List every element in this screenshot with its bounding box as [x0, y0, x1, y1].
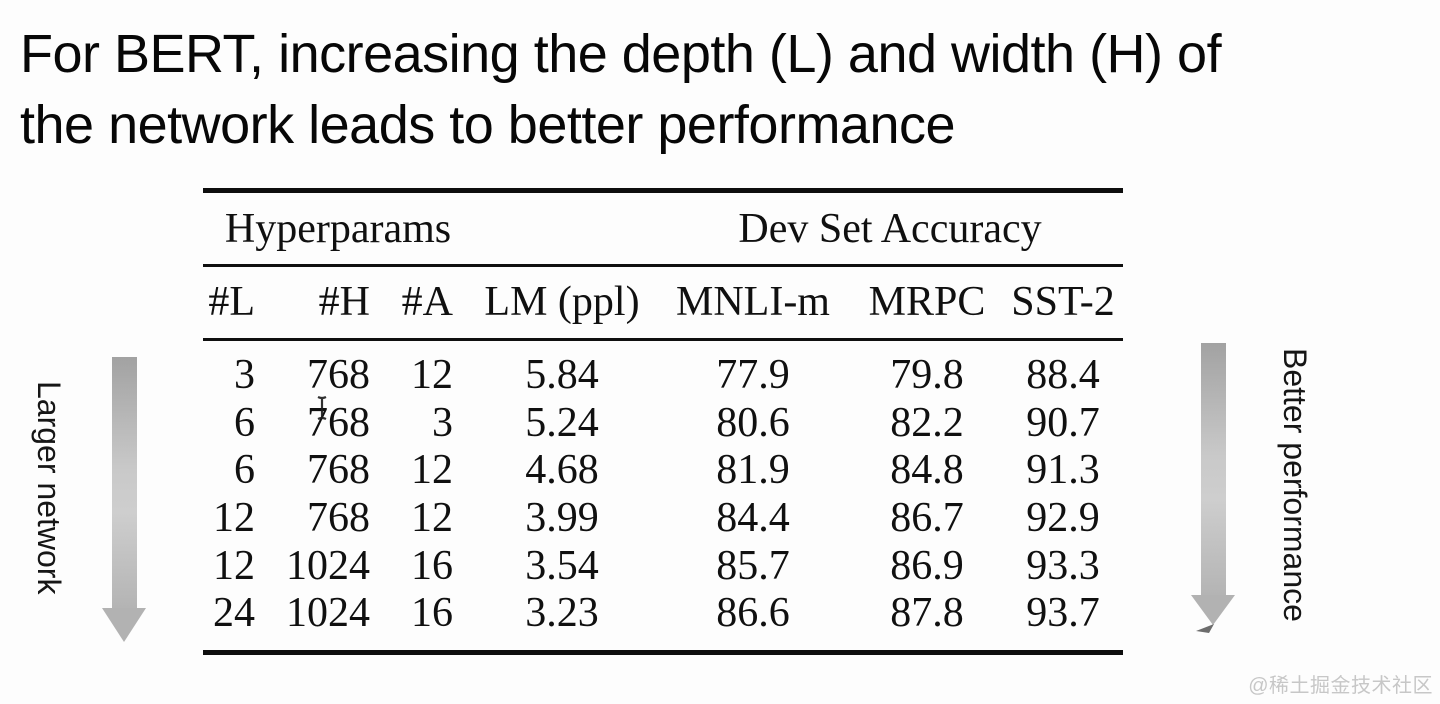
- table-cell: 86.9: [890, 542, 964, 589]
- table-row: 12 1024 16 3.54 85.7 86.9 93.3: [203, 543, 1123, 591]
- table-header-row: #L #H #A LM (ppl) MNLI-m MRPC SST-2: [203, 267, 1123, 341]
- group-header-hyperparams: Hyperparams: [224, 205, 452, 252]
- table-group-header-row: Hyperparams Dev Set Accuracy: [203, 193, 1123, 267]
- table-cell: 85.7: [716, 542, 790, 589]
- larger-network-arrow-shaft: [112, 357, 137, 608]
- table-row: 12 768 12 3.99 84.4 86.7 92.9: [203, 495, 1123, 543]
- column-header: MNLI-m: [676, 279, 830, 325]
- table-cell: 3.99: [525, 495, 599, 542]
- table-cell: 84.8: [890, 447, 964, 494]
- table-cell: 5.84: [525, 352, 599, 398]
- table-cell: 81.9: [716, 447, 790, 494]
- table-row: 6 768 12 4.68 81.9 84.8 91.3: [203, 447, 1123, 495]
- better-performance-arrow-head: [1191, 595, 1235, 625]
- column-header: LM (ppl): [484, 279, 640, 325]
- table-cell: 88.4: [1026, 352, 1100, 398]
- table-row: 24 1024 16 3.23 86.6 87.8 93.7: [203, 590, 1123, 638]
- table-cell: 12: [411, 495, 453, 542]
- column-header: #L: [208, 279, 255, 325]
- table-cell: 12: [411, 352, 453, 398]
- table-cell: 12: [213, 542, 255, 589]
- title-line-1: For BERT, increasing the depth (L) and w…: [20, 24, 1222, 84]
- table-cell: 768: [307, 399, 370, 446]
- bert-results-table: Hyperparams Dev Set Accuracy #L #H #A LM (p…: [203, 188, 1123, 655]
- table-body: 3 768 12 5.84 77.9 79.8 88.4 6 768 3 5.24 80.6 82.2 9…: [203, 341, 1123, 650]
- table-cell: 4.68: [525, 447, 599, 494]
- table-cell: 768: [307, 447, 370, 494]
- table-cell: 80.6: [716, 399, 790, 446]
- table-row: 3 768 12 5.84 77.9 79.8 88.4: [203, 352, 1123, 400]
- table-cell: 86.6: [716, 590, 790, 637]
- table-cell: 3.54: [525, 542, 599, 589]
- table-cell: 90.7: [1026, 399, 1100, 446]
- table-cell: 92.9: [1026, 495, 1100, 542]
- larger-network-arrow-head: [102, 608, 146, 642]
- slide-title: For BERT, increasing the depth (L) and w…: [20, 19, 1222, 161]
- table-cell: 12: [411, 447, 453, 494]
- table-cell: 16: [411, 590, 453, 637]
- larger-network-label: Larger network: [31, 381, 67, 595]
- table-cell: 93.3: [1026, 542, 1100, 589]
- column-header: #A: [401, 279, 453, 325]
- table-cell: 1024: [286, 590, 370, 637]
- table-cell: 84.4: [716, 495, 790, 542]
- text-cursor-icon: [315, 395, 329, 426]
- table-cell: 3.23: [525, 590, 599, 637]
- table-cell: 6: [234, 447, 255, 494]
- column-header: #H: [318, 279, 370, 325]
- column-header: MRPC: [868, 279, 986, 325]
- better-performance-arrow-shaft: [1201, 343, 1226, 595]
- table-cell: 82.2: [890, 399, 964, 446]
- table-cell: 3: [234, 352, 255, 398]
- title-line-2: the network leads to better performance: [20, 95, 956, 155]
- table-cell: 6: [234, 399, 255, 446]
- table-cell: 93.7: [1026, 590, 1100, 637]
- better-performance-label: Better performance: [1277, 348, 1313, 622]
- table-cell: 12: [213, 495, 255, 542]
- table-row: 6 768 3 5.24 80.6 82.2 90.7: [203, 400, 1123, 448]
- table-cell: 79.8: [890, 352, 964, 398]
- group-header-dev-set-accuracy: Dev Set Accuracy: [738, 205, 1042, 252]
- table-cell: 1024: [286, 542, 370, 589]
- watermark: @稀土掘金技术社区: [1248, 675, 1433, 697]
- table-cell: 768: [307, 495, 370, 542]
- table-cell: 16: [411, 542, 453, 589]
- column-header: SST-2: [1011, 279, 1115, 325]
- table-cell: 3: [432, 399, 453, 446]
- table-cell: 24: [213, 590, 255, 637]
- table-cell: 5.24: [525, 399, 599, 446]
- mouse-cursor-icon: [1196, 621, 1216, 639]
- table-cell: 77.9: [716, 352, 790, 398]
- table-cell: 87.8: [890, 590, 964, 637]
- table-cell: 91.3: [1026, 447, 1100, 494]
- table-cell: 86.7: [890, 495, 964, 542]
- table-cell: 768: [307, 352, 370, 398]
